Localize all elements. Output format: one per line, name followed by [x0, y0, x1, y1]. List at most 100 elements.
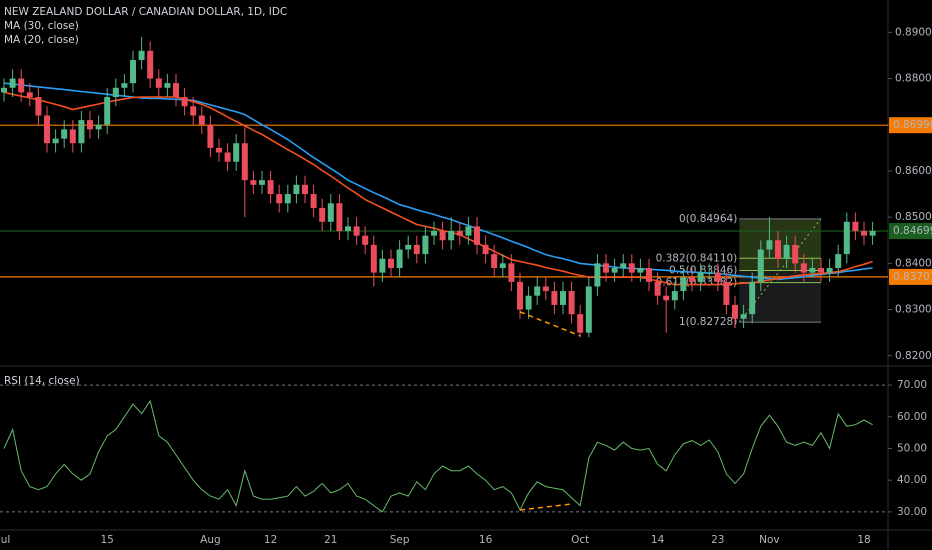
candle-body: [689, 277, 695, 282]
candle-body: [405, 244, 412, 250]
candle-body: [843, 221, 850, 255]
candle-body: [603, 263, 609, 273]
candle-body: [800, 263, 807, 273]
candle-body: [835, 254, 842, 268]
candle-body: [370, 244, 377, 273]
candle-body: [104, 97, 111, 125]
candle-body: [35, 97, 42, 116]
candle-body: [852, 221, 859, 232]
candle-body: [147, 50, 154, 79]
candle-body: [680, 277, 687, 292]
candle-body: [121, 83, 128, 88]
candle-body: [422, 235, 429, 255]
candle-body: [499, 263, 506, 268]
candle-body: [310, 194, 317, 208]
candle-body: [654, 281, 661, 296]
candle-body: [250, 180, 257, 185]
price-level-badge: [889, 117, 932, 134]
candle-body: [173, 83, 179, 98]
x-tick-label: 14: [651, 534, 665, 546]
x-tick-label: Nov: [759, 534, 780, 546]
candle-body: [757, 249, 764, 282]
candle-body: [164, 83, 171, 88]
candle-body: [456, 231, 463, 236]
divergence-line: [519, 311, 581, 337]
candle-body: [198, 115, 205, 125]
candle-body: [327, 203, 334, 222]
fib-label: 1(0.82728): [679, 316, 737, 328]
candle-body: [663, 295, 670, 301]
candle-body: [61, 129, 68, 139]
x-tick-label: 21: [324, 534, 337, 546]
candle-body: [52, 138, 59, 144]
candle-body: [525, 295, 532, 310]
candle-body: [611, 267, 618, 273]
candle-body: [396, 249, 403, 268]
candle-body: [284, 194, 291, 204]
candle-body: [439, 231, 446, 241]
candle-body: [732, 304, 738, 319]
candle-body: [517, 281, 523, 310]
x-tick-label: Sep: [390, 534, 410, 546]
candle-body: [766, 240, 773, 250]
y-tick-label: 50.00: [897, 443, 927, 455]
candle-body: [861, 231, 867, 236]
pane-title: RSI (14, close): [4, 375, 80, 387]
candle-body: [233, 143, 240, 162]
candle-body: [706, 272, 713, 274]
candle-body: [474, 226, 480, 245]
candle-body: [491, 254, 498, 268]
candle-body: [362, 235, 369, 245]
candle-body: [95, 124, 102, 130]
axes: 0.820000.830000.840000.850000.860000.870…: [0, 26, 932, 546]
candle-body: [345, 226, 351, 232]
candle-body: [869, 231, 876, 236]
candle-body: [551, 291, 558, 305]
candle-body: [26, 92, 33, 98]
candle-body: [620, 263, 627, 268]
candle-body: [181, 97, 188, 107]
series-line: [3, 82, 873, 281]
legend-entry: MA (20, close): [4, 34, 79, 46]
candle-body: [78, 120, 85, 144]
price-level-label: 0.83707: [893, 271, 932, 283]
candle-body: [585, 286, 592, 333]
candle-body: [431, 231, 437, 236]
x-tick-label: Oct: [571, 534, 589, 546]
candle-body: [792, 244, 799, 264]
y-tick-label: 30.00: [897, 506, 927, 518]
x-tick-label: Jul: [0, 534, 10, 546]
candle-body: [319, 207, 326, 222]
fib-label: 0.382(0.84110): [656, 252, 738, 264]
candle-body: [413, 244, 420, 255]
x-tick-label: 12: [264, 534, 277, 546]
candle-body: [259, 180, 265, 185]
price-level-badge: [889, 268, 932, 285]
x-tick-label: 16: [479, 534, 493, 546]
price-level-label: 0.84699: [893, 225, 932, 237]
candle-body: [637, 267, 644, 273]
rsi-pane: [0, 384, 888, 513]
candle-body: [560, 291, 566, 305]
candle-body: [138, 50, 145, 61]
candle-body: [749, 281, 756, 315]
x-tick-label: 23: [711, 534, 724, 546]
candle-body: [542, 286, 549, 292]
candle-body: [723, 281, 730, 305]
candle-body: [224, 152, 231, 162]
candle-body: [18, 78, 25, 93]
candle-body: [594, 263, 601, 287]
legend-entry: MA (30, close): [4, 20, 79, 32]
candle-body: [155, 78, 162, 88]
candle-body: [740, 314, 747, 319]
y-tick-label: 70.00: [897, 379, 927, 391]
candle-body: [293, 184, 300, 195]
price-level-badge: [889, 223, 932, 240]
